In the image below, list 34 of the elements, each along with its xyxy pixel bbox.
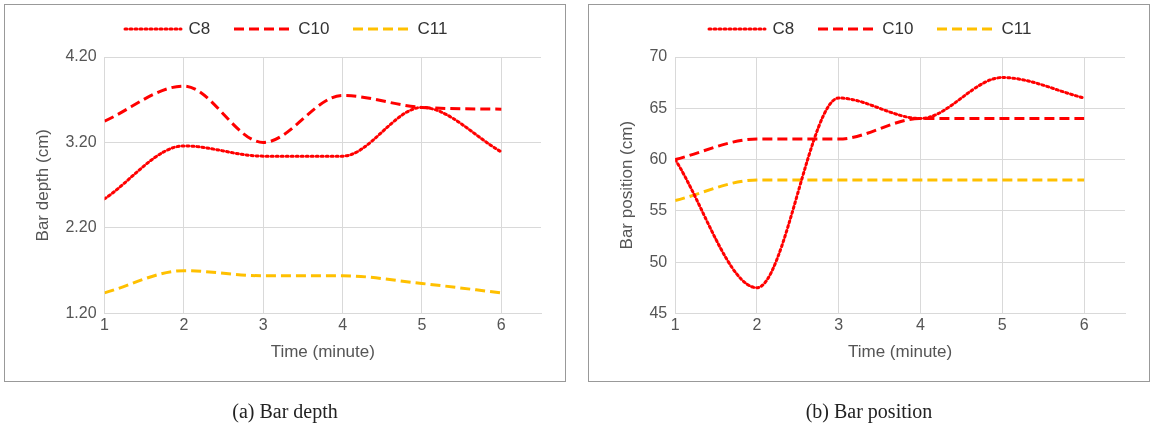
x-tick-label: 6 — [1079, 316, 1089, 334]
x-tick-label: 5 — [417, 316, 427, 334]
y-tick-label: 2.20 — [65, 218, 97, 236]
y-tick-label: 65 — [649, 98, 668, 116]
y-tick-label: 3.20 — [65, 132, 97, 150]
x-tick-label: 4 — [916, 316, 926, 334]
x-tick-label: 1 — [670, 316, 680, 334]
y-tick-label: 50 — [649, 252, 668, 270]
x-tick-label: 2 — [179, 316, 189, 334]
legend-label: C11 — [417, 19, 448, 39]
text: (b) Bar position — [804, 400, 934, 423]
legend-label: C11 — [1001, 19, 1032, 39]
x-axis-title: Time (minute) — [847, 342, 953, 362]
x-tick-label: 6 — [496, 316, 506, 334]
x-tick-label: 4 — [338, 316, 348, 334]
x-tick-label: 2 — [752, 316, 762, 334]
legend-label: C10 — [882, 19, 914, 39]
y-axis-title: Bar depth (cm) — [32, 128, 52, 242]
y-tick-label: 1.20 — [65, 303, 97, 321]
y-tick-label: 45 — [649, 303, 668, 321]
y-tick-label: 70 — [649, 47, 668, 65]
x-tick-label: 3 — [834, 316, 844, 334]
legend-label: C8 — [188, 19, 211, 39]
legend-label: C10 — [298, 19, 330, 39]
x-tick-label: 1 — [100, 316, 110, 334]
y-tick-label: 55 — [649, 201, 668, 219]
legend-label: C8 — [772, 19, 795, 39]
x-tick-label: 3 — [258, 316, 268, 334]
x-axis-title: Time (minute) — [270, 342, 375, 362]
y-axis-title: Bar position (cm) — [616, 120, 636, 250]
y-tick-label: 60 — [649, 149, 668, 167]
y-tick-label: 4.20 — [65, 47, 97, 65]
x-tick-label: 5 — [997, 316, 1007, 334]
text: (a) Bar depth — [231, 400, 339, 423]
